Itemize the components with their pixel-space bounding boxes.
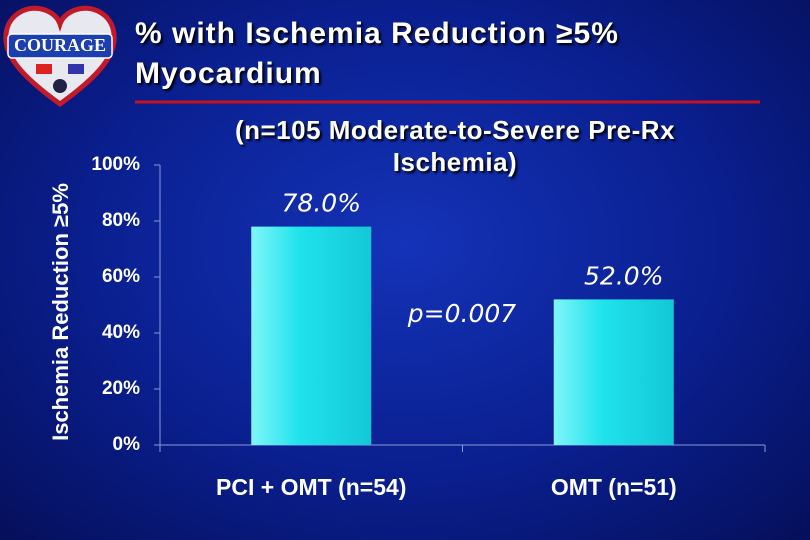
flag-us [68,64,84,74]
logo-seal [53,79,67,93]
x-tick-label: OMT (n=51) [551,474,677,500]
bar [553,299,674,445]
flag-ca [36,64,52,74]
value-label: 52.0% [584,261,663,290]
y-tick-label: 20% [102,378,140,399]
y-tick-label: 100% [91,154,140,175]
value-label: 78.0% [282,189,361,218]
y-tick-label: 0% [113,434,141,455]
logo: COURAGE [3,5,117,108]
annotation: p=0.007 [407,299,516,328]
y-axis-label: Ischemia Reduction ≥5% [48,183,73,441]
logo-banner [7,33,113,59]
y-tick-label: 40% [102,322,140,343]
y-tick-label: 80% [102,210,140,231]
x-tick-label: PCI + OMT (n=54) [216,474,406,500]
chart-title: % with Ischemia Reduction ≥5% Myocardium [135,17,619,90]
bar [251,226,372,445]
logo-text: COURAGE [14,35,106,55]
chart-subtitle: (n=105 Moderate-to-Severe Pre-Rx Ischemi… [234,115,676,177]
y-tick-label: 60% [102,266,140,287]
